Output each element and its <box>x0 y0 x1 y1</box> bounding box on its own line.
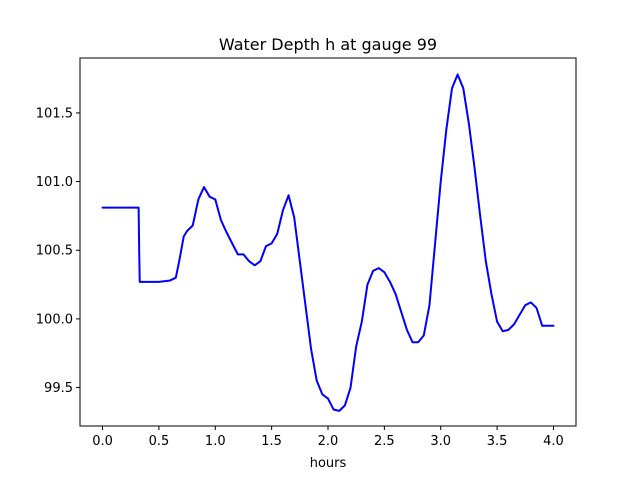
plot-area <box>101 73 555 412</box>
x-tick-label: 3.0 <box>430 434 451 449</box>
x-tick-label: 0.5 <box>149 434 170 449</box>
x-axis-label: hours <box>310 456 347 471</box>
x-tick-label: 4.0 <box>543 434 564 449</box>
y-tick-label: 100.5 <box>36 244 73 259</box>
axis-ticks: 0.0 0.5 1.0 1.5 2.0 2.5 3.0 3.5 4.0 99.5 100.0 100.… <box>36 106 564 449</box>
x-tick-label: 0.0 <box>92 434 113 449</box>
y-tick-label: 99.5 <box>44 381 73 396</box>
y-tick-label: 100.0 <box>36 312 73 327</box>
x-tick-label: 2.5 <box>374 434 395 449</box>
chart-title: Water Depth h at gauge 99 <box>219 35 437 54</box>
series-line-0 <box>101 73 555 412</box>
axes-frame <box>79 57 577 427</box>
x-tick-label: 1.5 <box>261 434 282 449</box>
y-tick-label: 101.5 <box>36 106 73 121</box>
x-tick-label: 2.0 <box>318 434 339 449</box>
x-tick-label: 1.0 <box>205 434 226 449</box>
y-tick-label: 101.0 <box>36 175 73 190</box>
x-tick-label: 3.5 <box>487 434 508 449</box>
